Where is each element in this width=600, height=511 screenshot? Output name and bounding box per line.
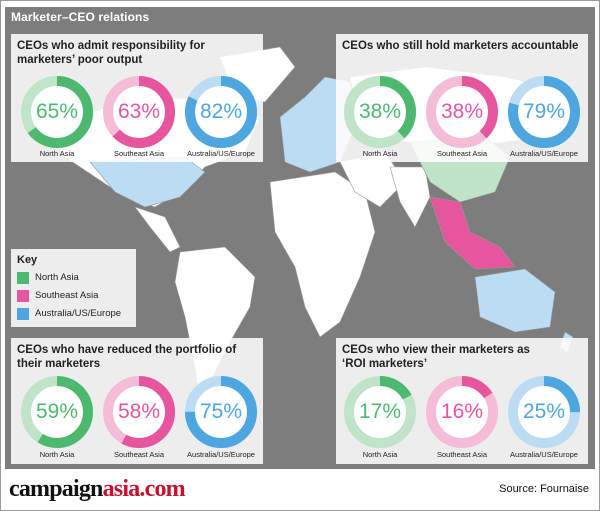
donut-value-arc: [103, 76, 175, 148]
donut-value-arc: [344, 376, 416, 448]
donut-percent-label: 63%: [117, 100, 161, 123]
donut-north-asia: 65%: [21, 76, 93, 148]
donut-aus-us-europe: 75%: [185, 376, 257, 448]
donut-north-asia: 59%: [21, 376, 93, 448]
donut-southeast-asia: 58%: [103, 376, 175, 448]
donut-percent-label: 79%: [522, 100, 566, 123]
legend-label: North Asia: [35, 272, 79, 283]
donut-value-arc: [508, 376, 580, 448]
donut-ring: [185, 76, 257, 148]
donut-southeast-asia: 63%: [103, 76, 175, 148]
campaignasia-logo: campaignasia.com: [9, 476, 186, 503]
donut-southeast-asia: 38%: [426, 76, 498, 148]
donut-ring: [344, 76, 416, 148]
region-label: North Asia: [362, 450, 398, 459]
donut-value-arc: [103, 376, 175, 448]
donut-value-arc: [426, 376, 498, 448]
panel-title: CEOs who have reduced the portfolio of t…: [17, 344, 237, 370]
region-label: Australia/US/Europe: [510, 149, 578, 158]
donut-aus-us-europe: 79%: [508, 76, 580, 148]
panel-title: CEOs who view their marketers as ‘ROI ma…: [342, 344, 530, 370]
region-label: Australia/US/Europe: [187, 149, 255, 158]
panel-roi-marketers: CEOs who view their marketers as ‘ROI ma…: [336, 338, 588, 464]
donut-value-arc: [21, 376, 93, 448]
donut-value-arc: [185, 76, 257, 148]
legend-label: Southeast Asia: [35, 290, 99, 301]
donut-value-arc: [344, 76, 416, 148]
donut-southeast-asia: 16%: [426, 376, 498, 448]
donut-ring: [508, 376, 580, 448]
panel-title: CEOs who still hold marketers accountabl…: [342, 40, 579, 52]
donut-ring: [185, 376, 257, 448]
map-india: [389, 166, 431, 228]
region-label: Australia/US/Europe: [510, 450, 578, 459]
donut-ring: [426, 76, 498, 148]
legend: Key North Asia Southeast Asia Australia/…: [11, 249, 136, 327]
donut-percent-label: 17%: [358, 400, 402, 423]
donut-percent-label: 38%: [358, 100, 402, 123]
region-label: Australia/US/Europe: [187, 450, 255, 459]
donut-aus-us-europe: 25%: [508, 376, 580, 448]
legend-label: Australia/US/Europe: [35, 308, 122, 319]
region-label: Southeast Asia: [113, 149, 165, 158]
donut-percent-label: 59%: [35, 400, 79, 423]
donut-ring: [508, 76, 580, 148]
donut-north-asia: 17%: [344, 376, 416, 448]
donut-percent-label: 16%: [440, 400, 484, 423]
donut-ring: [21, 376, 93, 448]
donut-percent-label: 38%: [440, 100, 484, 123]
source-note: Source: Fournaise: [499, 483, 589, 495]
panel-admit-responsibility: CEOs who admit responsibility for market…: [11, 34, 263, 162]
donut-ring: [103, 76, 175, 148]
logo-part-asia: asia.com: [102, 476, 186, 502]
panel-title: CEOs who admit responsibility for market…: [17, 40, 205, 66]
region-label: Southeast Asia: [113, 450, 165, 459]
donut-aus-us-europe: 82%: [185, 76, 257, 148]
donut-percent-label: 25%: [522, 400, 566, 423]
map-usa: [89, 156, 206, 208]
region-label: Southeast Asia: [436, 450, 488, 459]
legend-title: Key: [17, 254, 38, 266]
map-southeast-asia: [429, 196, 516, 270]
legend-swatch: [17, 272, 29, 284]
donut-value-arc: [21, 76, 93, 148]
infographic-title: Marketer–CEO relations: [11, 10, 150, 24]
donut-percent-label: 65%: [35, 100, 79, 123]
region-label: Southeast Asia: [436, 149, 488, 158]
donut-value-arc: [426, 76, 498, 148]
donut-percent-label: 75%: [199, 400, 243, 423]
region-label: North Asia: [39, 450, 75, 459]
map-central-america: [134, 206, 181, 253]
legend-swatch: [17, 308, 29, 320]
donut-value-arc: [185, 376, 257, 448]
donut-percent-label: 58%: [117, 400, 161, 423]
region-label: North Asia: [362, 149, 398, 158]
donut-ring: [344, 376, 416, 448]
legend-swatch: [17, 290, 29, 302]
map-africa: [269, 171, 376, 338]
donut-ring: [103, 376, 175, 448]
logo-part-campaign: campaign: [9, 476, 103, 502]
region-label: North Asia: [39, 149, 75, 158]
donut-value-arc: [508, 76, 580, 148]
donut-ring: [21, 76, 93, 148]
panel-reduced-portfolio: CEOs who have reduced the portfolio of t…: [11, 338, 263, 464]
map-australia: [474, 268, 556, 333]
panel-hold-accountable: CEOs who still hold marketers accountabl…: [336, 34, 588, 162]
donut-north-asia: 38%: [344, 76, 416, 148]
donut-ring: [426, 376, 498, 448]
donut-percent-label: 82%: [199, 100, 243, 123]
